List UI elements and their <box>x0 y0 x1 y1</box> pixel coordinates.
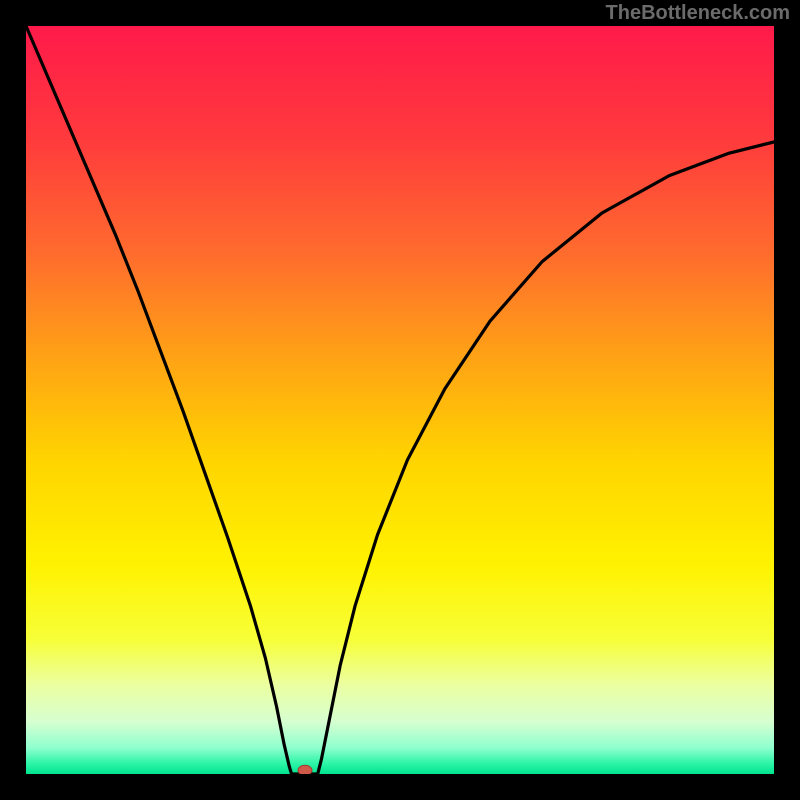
bottleneck-chart <box>0 0 800 800</box>
gradient-background <box>26 26 774 774</box>
chart-container: TheBottleneck.com <box>0 0 800 800</box>
watermark-text: TheBottleneck.com <box>606 2 790 25</box>
optimum-marker <box>298 765 312 775</box>
